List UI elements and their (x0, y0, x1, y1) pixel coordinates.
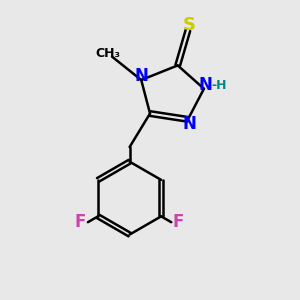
Text: -H: -H (212, 79, 227, 92)
Text: N: N (134, 68, 148, 85)
Text: CH₃: CH₃ (95, 47, 120, 60)
Text: F: F (75, 213, 86, 231)
Text: F: F (173, 213, 184, 231)
Text: N: N (199, 76, 212, 94)
Text: N: N (182, 115, 196, 133)
Text: S: S (183, 16, 196, 34)
